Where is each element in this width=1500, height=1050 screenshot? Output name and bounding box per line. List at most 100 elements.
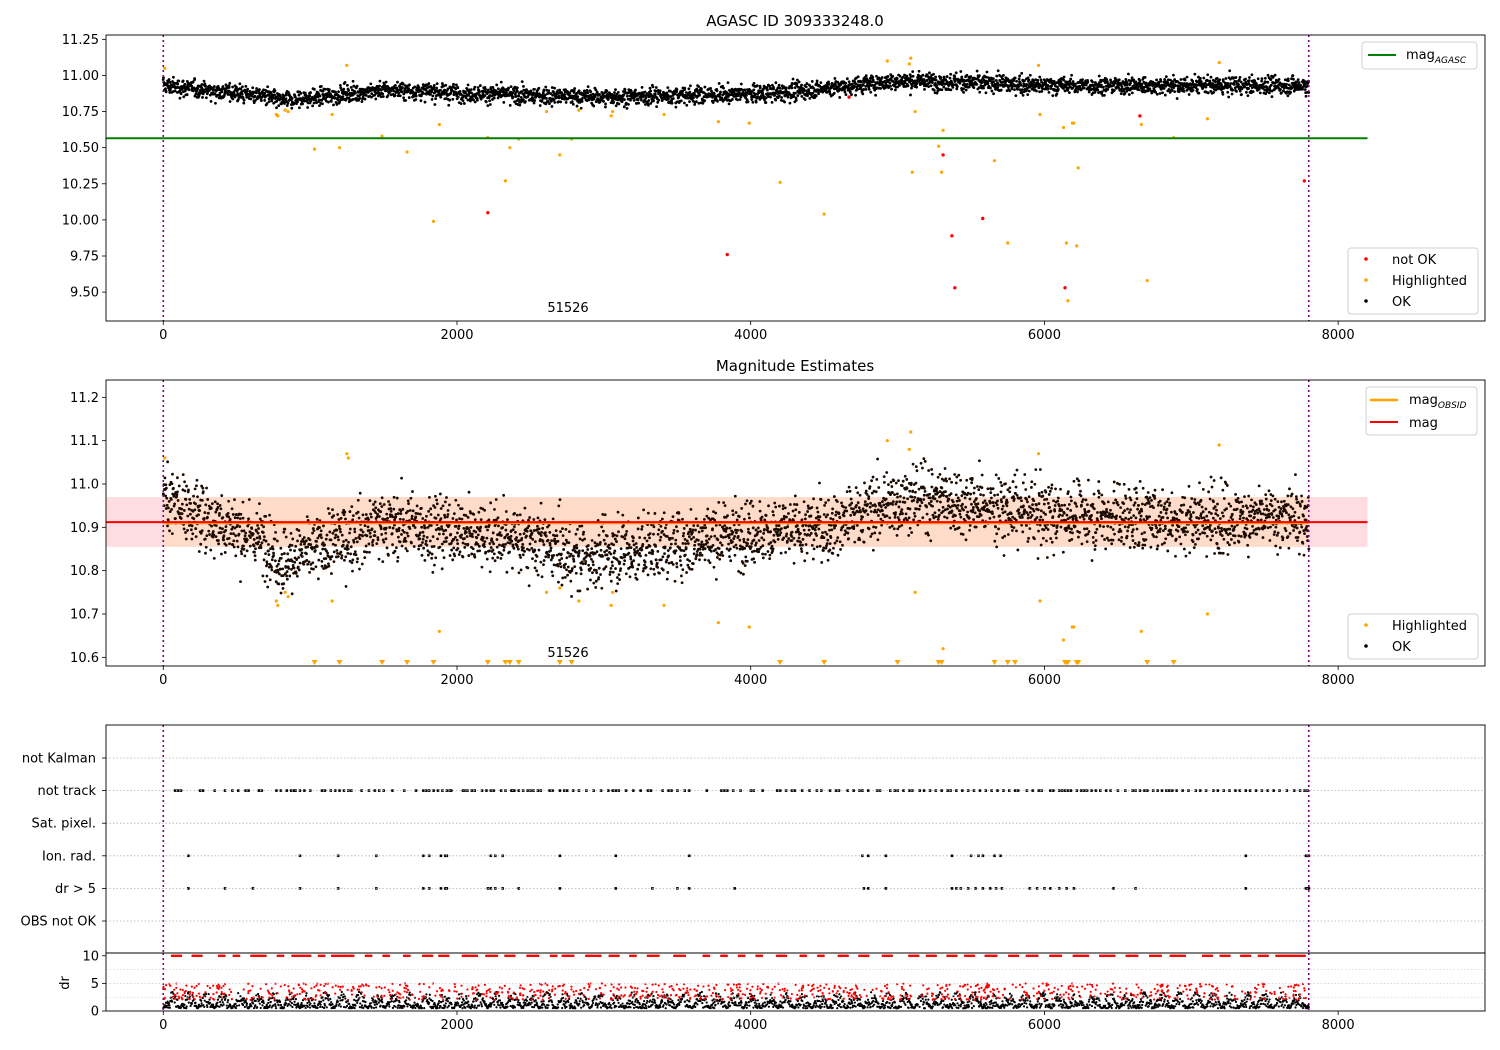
ok-point (953, 80, 957, 83)
ok-estimate-point (180, 502, 184, 506)
ok-point (1034, 78, 1038, 82)
ok-estimate-point (408, 527, 412, 531)
ok-point (622, 105, 626, 109)
ok-point (1178, 84, 1182, 88)
ok-point (245, 90, 249, 93)
ok-estimate-point (309, 543, 313, 546)
ok-estimate-point (536, 516, 540, 520)
ok-point (635, 101, 638, 105)
ok-point (739, 95, 743, 99)
ok-estimate-point (424, 519, 427, 522)
ok-estimate-point (463, 545, 467, 549)
ok-point (1158, 92, 1162, 95)
ok-point (201, 92, 205, 96)
ok-point (364, 93, 368, 97)
ok-estimate-point (165, 503, 169, 507)
ok-point (698, 93, 701, 97)
ok-estimate-point (458, 517, 461, 521)
ok-point (1122, 89, 1126, 93)
ok-estimate-point (353, 550, 357, 554)
ok-point (1137, 88, 1141, 92)
ok-estimate-point (502, 545, 506, 549)
ok-estimate-point (363, 556, 367, 560)
ok-point (1289, 90, 1292, 94)
ok-estimate-point (449, 542, 453, 545)
ok-estimate-point (549, 546, 553, 550)
ok-point (484, 100, 488, 104)
ok-point (683, 86, 687, 90)
ok-point (1257, 87, 1261, 91)
ok-estimate-point (167, 500, 171, 503)
ok-point (999, 88, 1003, 92)
ok-point (765, 85, 769, 89)
ok-point (1178, 89, 1181, 93)
ok-point (355, 84, 359, 88)
ok-point (757, 91, 761, 94)
ok-estimate-point (393, 518, 396, 522)
ok-estimate-point (438, 528, 441, 531)
ok-point (612, 100, 615, 104)
ok-estimate-point (432, 563, 436, 567)
ok-estimate-point (459, 536, 463, 539)
ok-point (1303, 88, 1307, 91)
ok-estimate-point (265, 574, 269, 578)
ok-point (815, 79, 819, 83)
highlighted-point (503, 179, 508, 183)
ok-estimate-point (344, 517, 347, 521)
ok-estimate-point (325, 533, 329, 537)
ok-estimate-point (327, 564, 331, 568)
ok-estimate-point (242, 547, 246, 551)
ok-estimate-point (224, 543, 228, 547)
ok-point (632, 98, 636, 102)
ok-estimate-point (208, 533, 211, 536)
ok-estimate-point (509, 534, 513, 538)
ok-estimate-point (443, 513, 446, 517)
ok-estimate-point (204, 503, 208, 507)
ok-point (327, 88, 331, 92)
ok-estimate-point (277, 559, 281, 563)
ok-point (1244, 77, 1247, 81)
ok-estimate-point (555, 534, 559, 538)
ok-point (783, 100, 787, 104)
ok-estimate-point (493, 559, 497, 563)
not-ok-series (486, 95, 1307, 290)
ok-estimate-point (528, 542, 532, 546)
ok-point (381, 92, 385, 96)
ok-point (1040, 90, 1044, 93)
ok-point (459, 102, 463, 105)
highlighted-point (913, 109, 917, 114)
ok-point (402, 96, 406, 100)
ok-point (629, 98, 632, 102)
ok-point (499, 80, 503, 84)
ok-estimate-point (425, 543, 429, 547)
ok-estimate-point (548, 543, 552, 547)
ok-point (452, 82, 455, 86)
panel-magnitude-estimates: Magnitude Estimates 0 2000 4000 6000 800010.… (70, 357, 1486, 688)
ok-point (1196, 83, 1199, 87)
ok-estimate-point (404, 547, 408, 550)
panel-agasc-legend-bottom: not OK Highlighted OK (1347, 247, 1479, 315)
ok-point (978, 90, 982, 94)
ok-point (545, 97, 548, 100)
ok-estimate-point (535, 555, 539, 558)
ok-estimate-point (186, 529, 189, 532)
ok-point (1206, 73, 1210, 77)
ok-point (1037, 86, 1041, 90)
ok-estimate-point (516, 547, 520, 551)
ok-point (491, 86, 495, 89)
ok-point (1181, 84, 1185, 88)
ok-estimate-point (336, 535, 340, 539)
ok-point (818, 84, 821, 88)
ok-point (1027, 89, 1031, 93)
ok-estimate-point (348, 527, 352, 531)
ok-point (984, 91, 988, 95)
ok-point (1101, 85, 1105, 89)
ok-point (893, 88, 897, 92)
ok-point (1269, 83, 1273, 87)
ok-estimate-point (211, 530, 215, 533)
ok-point (1237, 78, 1241, 82)
ok-estimate-point (393, 523, 396, 527)
ok-point (780, 96, 784, 99)
ok-estimate-point (428, 495, 431, 499)
ok-estimate-point (543, 518, 547, 522)
